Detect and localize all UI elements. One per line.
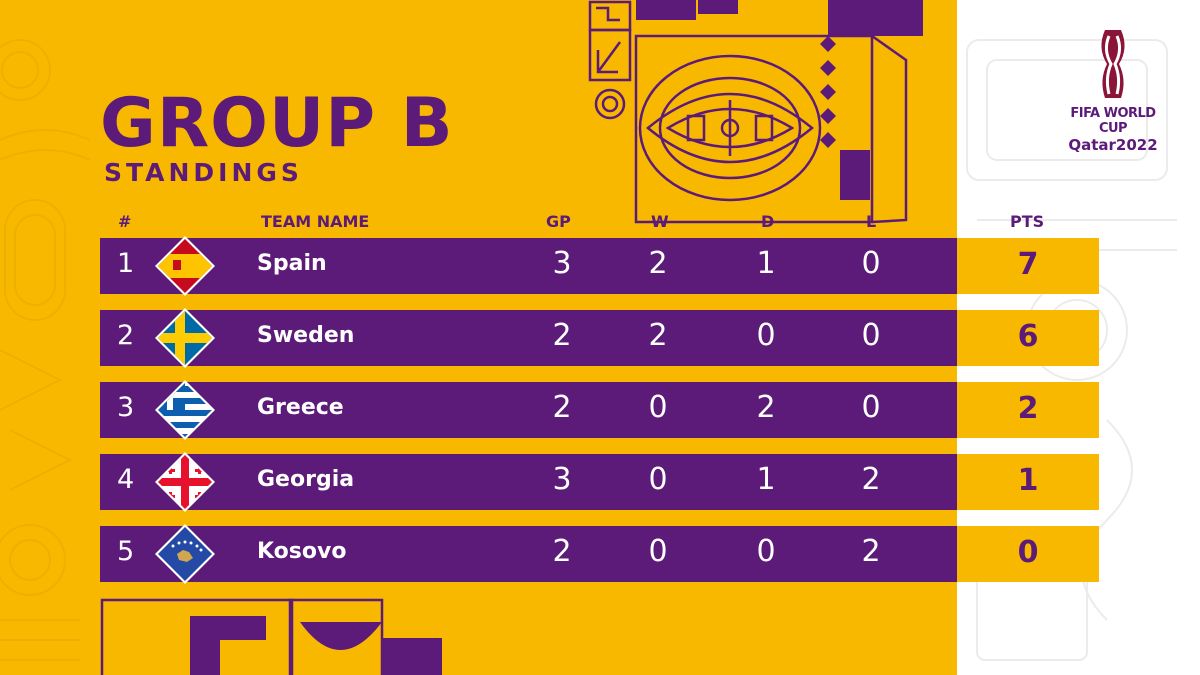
points-box: 7 xyxy=(957,238,1099,294)
header-d: D xyxy=(761,212,775,231)
team-d: 1 xyxy=(756,246,776,281)
team-l: 0 xyxy=(861,318,881,353)
greece-flag-icon xyxy=(155,380,215,440)
table-row: 3 Greece 2 0 2 0 xyxy=(100,380,957,440)
team-d: 2 xyxy=(756,390,776,425)
team-rank: 1 xyxy=(117,248,135,279)
table-row: 2 Sweden 2 2 0 0 xyxy=(100,308,957,368)
kosovo-flag-icon xyxy=(155,524,215,584)
table-row: 5 Kosovo 2 0 0 2 xyxy=(100,524,957,584)
team-name: Kosovo xyxy=(257,539,347,564)
team-w: 0 xyxy=(648,390,668,425)
team-points: 0 xyxy=(1017,535,1039,570)
left-pattern-decoration xyxy=(0,39,90,661)
spain-flag-icon xyxy=(155,236,215,296)
table-row: 4 Georgia 3 0 1 2 xyxy=(100,452,957,512)
team-gp: 2 xyxy=(552,390,572,425)
points-box: 0 xyxy=(957,526,1099,582)
team-l: 2 xyxy=(861,534,881,569)
sweden-flag-icon xyxy=(155,308,215,368)
team-d: 1 xyxy=(756,462,776,497)
team-points: 1 xyxy=(1017,463,1039,498)
points-box: 1 xyxy=(957,454,1099,510)
team-name: Sweden xyxy=(257,323,355,348)
georgia-flag-icon xyxy=(155,452,215,512)
team-rank: 2 xyxy=(117,320,135,351)
header-pts: PTS xyxy=(1010,212,1045,231)
team-w: 0 xyxy=(648,462,668,497)
team-l: 0 xyxy=(861,246,881,281)
team-rank: 4 xyxy=(117,464,135,495)
bottom-pattern-decoration xyxy=(100,598,442,675)
team-l: 0 xyxy=(861,390,881,425)
header-w: W xyxy=(651,212,669,231)
fifa-logo-subtitle: Qatar2022 xyxy=(1068,136,1158,154)
fifa-logo-title: FIFA WORLD CUP xyxy=(1070,106,1156,136)
team-points: 7 xyxy=(1017,247,1039,282)
team-name: Greece xyxy=(257,395,344,420)
points-box: 2 xyxy=(957,382,1099,438)
team-d: 0 xyxy=(756,534,776,569)
team-rank: 5 xyxy=(117,536,135,567)
page-title: GROUP B xyxy=(100,84,454,163)
team-name: Georgia xyxy=(257,467,355,492)
team-points: 2 xyxy=(1017,391,1039,426)
team-d: 0 xyxy=(756,318,776,353)
header-l: L xyxy=(866,212,877,231)
header-team-name: TEAM NAME xyxy=(261,212,370,231)
points-box: 6 xyxy=(957,310,1099,366)
header-gp: GP xyxy=(546,212,571,231)
team-l: 2 xyxy=(861,462,881,497)
stadium-illustration xyxy=(588,0,923,224)
team-gp: 3 xyxy=(552,462,572,497)
team-name: Spain xyxy=(257,251,327,276)
team-w: 2 xyxy=(648,246,668,281)
fifa-world-cup-logo: FIFA WORLD CUP Qatar2022 xyxy=(1058,28,1168,154)
team-w: 0 xyxy=(648,534,668,569)
team-rank: 3 xyxy=(117,392,135,423)
header-rank: # xyxy=(118,212,132,231)
team-gp: 3 xyxy=(552,246,572,281)
world-cup-trophy-icon xyxy=(1101,30,1125,98)
team-points: 6 xyxy=(1017,319,1039,354)
team-gp: 2 xyxy=(552,534,572,569)
page-subtitle: STANDINGS xyxy=(104,158,303,187)
team-w: 2 xyxy=(648,318,668,353)
team-gp: 2 xyxy=(552,318,572,353)
table-row: 1 Spain 3 2 1 0 xyxy=(100,236,957,296)
